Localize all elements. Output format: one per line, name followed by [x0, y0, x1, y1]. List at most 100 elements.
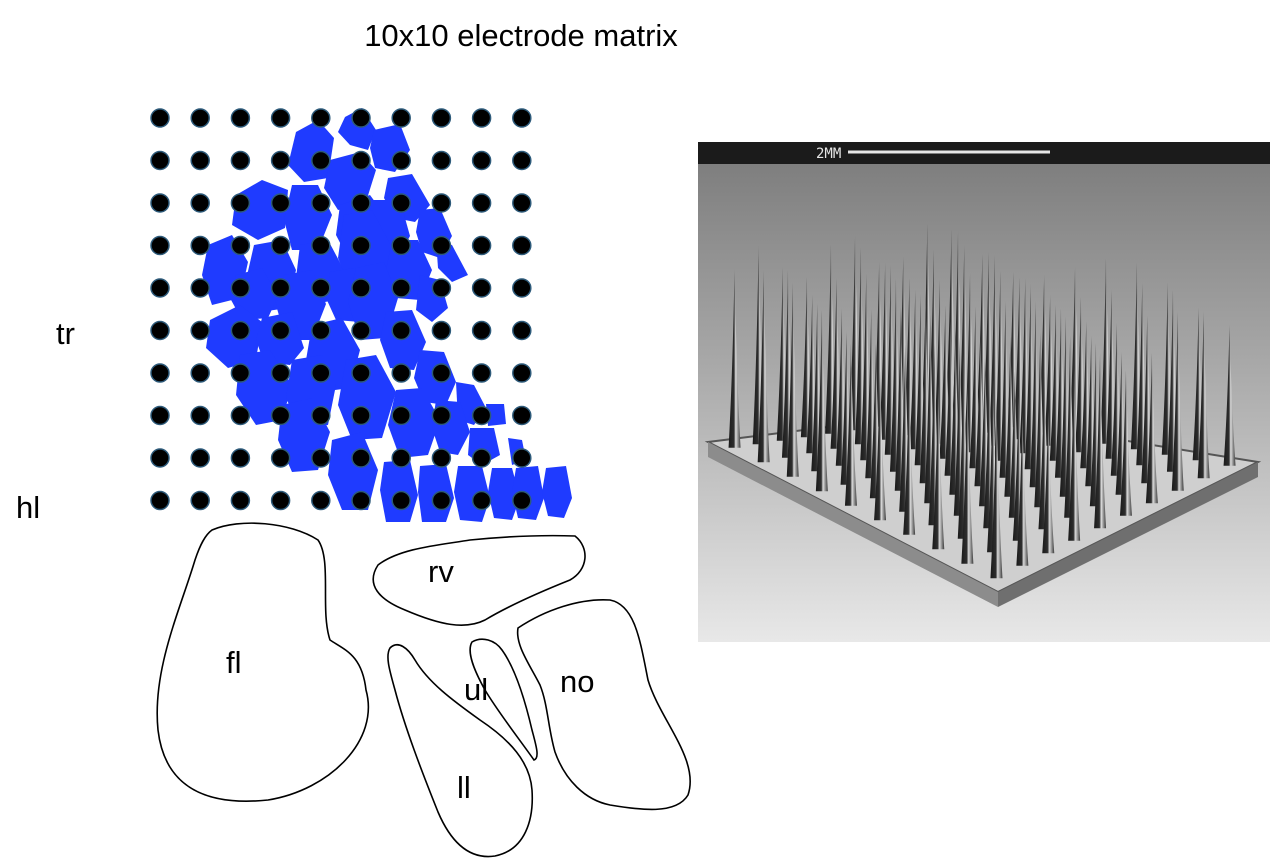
region-ll-outline [387, 644, 534, 858]
electrode-dot [311, 405, 331, 426]
electrode-dot [230, 405, 251, 426]
electrode-dot [311, 108, 331, 128]
electrode-dot [150, 490, 170, 511]
region-label-rv: rv [428, 554, 454, 589]
electrode-dot [190, 278, 210, 298]
electrode-dot [471, 150, 492, 171]
electrode-dot [391, 490, 411, 511]
electrode-dot [391, 193, 411, 213]
photo-spikes [728, 223, 1236, 579]
photo-spike [961, 384, 974, 564]
electrode-dot [512, 490, 532, 511]
electrode-dot [351, 235, 371, 256]
electrode-dot [190, 193, 210, 213]
electrode-dot [270, 405, 291, 426]
electrode-dot [311, 448, 331, 468]
electrode-dot [351, 490, 371, 511]
electrode-dot [190, 490, 210, 511]
electrode-dot [391, 448, 411, 468]
barrel [388, 388, 440, 458]
electrode-matrix [150, 108, 532, 511]
diagram-title: 10x10 electrode matrix [364, 18, 678, 53]
electrode-dot [471, 363, 492, 383]
electrode-dot [311, 193, 331, 213]
region-label-no: no [560, 664, 594, 699]
region-label-ul: ul [464, 672, 488, 707]
electrode-dot [471, 193, 492, 213]
photo-spike [815, 309, 828, 492]
region-no-outline [516, 599, 691, 811]
electrode-dot [190, 150, 210, 171]
electrode-dot [351, 150, 371, 171]
electrode-dot [391, 108, 411, 128]
electrode-dot [351, 278, 371, 298]
photo-spike [1223, 324, 1236, 466]
electrode-dot [431, 448, 452, 468]
photo-spike [757, 269, 770, 463]
electrode-dot [431, 278, 452, 298]
electrode-dot [270, 363, 291, 383]
electrode-dot [270, 490, 291, 511]
electrode-dot [190, 235, 210, 256]
electrode-dot [471, 235, 492, 256]
electrode-dot [431, 320, 452, 341]
barrel [486, 404, 506, 426]
photo-spike [1042, 409, 1055, 554]
region-label-ll: ll [457, 770, 471, 805]
region-fl-outline [156, 522, 370, 802]
electrode-dot [391, 405, 411, 426]
electrode-dot [471, 108, 492, 128]
electrode-dot [512, 108, 532, 128]
barrel [488, 468, 520, 520]
electrode-dot [471, 448, 492, 468]
electrode-dot [270, 278, 291, 298]
electrode-dot [311, 150, 331, 171]
electrode-dot [270, 235, 291, 256]
electrode-dot [512, 363, 532, 383]
photo-scale-label: 2MM [816, 146, 841, 162]
region-ul-outline [469, 638, 538, 761]
photo-spike [990, 397, 1003, 579]
electrode-dot [351, 448, 371, 468]
photo-spike [1094, 352, 1107, 529]
electrode-dot [190, 448, 210, 468]
electrode-dot [512, 448, 532, 468]
photo-spike [1068, 367, 1081, 541]
photo-spike [1145, 352, 1158, 504]
electrode-dot [471, 320, 492, 341]
electrode-dot [431, 405, 452, 426]
electrode-dot [150, 278, 170, 298]
photo-spike [1016, 412, 1029, 566]
electrode-dot [311, 490, 331, 511]
electrode-dot [391, 150, 411, 171]
photo-spike [1197, 311, 1210, 479]
electrode-dot [391, 278, 411, 298]
electrode-dot [431, 193, 452, 213]
electrode-dot [471, 278, 492, 298]
electrode-dot [190, 363, 210, 383]
electrode-dot [230, 150, 251, 171]
electrode-dot [311, 278, 331, 298]
barrel [542, 466, 572, 518]
electrode-dot [190, 320, 210, 341]
photo-spike [932, 383, 945, 550]
electrode-dot [230, 193, 251, 213]
photo-spike [903, 383, 916, 535]
electrode-dot [351, 405, 371, 426]
photo-base-edge-left [708, 442, 998, 607]
electrode-dot [512, 278, 532, 298]
electrode-dot [351, 108, 371, 128]
electrode-dot [391, 363, 411, 383]
electrode-dot [150, 448, 170, 468]
electrode-dot [431, 108, 452, 128]
electrode-dot [150, 108, 170, 128]
barrel-field-diagram: fl rv ul ll no [150, 108, 691, 858]
electrode-dot [150, 193, 170, 213]
row-label-tr: tr [56, 316, 75, 351]
electrode-dot [512, 150, 532, 171]
photo-base-edge-right [998, 462, 1258, 607]
photo-spike [1119, 370, 1132, 516]
electrode-dot [190, 108, 210, 128]
electrode-dot [150, 235, 170, 256]
photo-spike [786, 282, 799, 477]
